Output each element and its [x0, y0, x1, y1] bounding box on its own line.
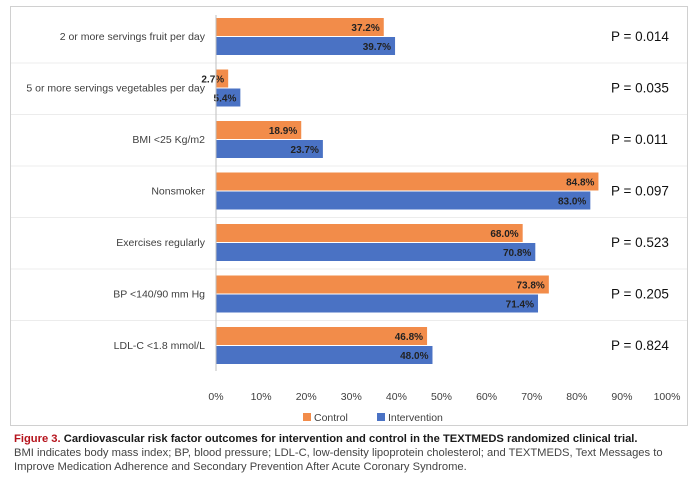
bar-data-label: 73.8% — [516, 281, 544, 292]
figure-caption: Figure 3. Cardiovascular risk factor out… — [14, 432, 690, 474]
x-tick-label: 70% — [521, 391, 542, 403]
legend-label-intervention: Intervention — [388, 412, 443, 424]
bar-data-label: 70.8% — [503, 248, 531, 259]
category-label: 5 or more servings vegetables per day — [26, 83, 205, 95]
p-value-label: P = 0.035 — [611, 81, 669, 96]
category-label: Exercises regularly — [116, 237, 205, 249]
bar-control — [216, 275, 549, 294]
bar-control — [216, 121, 302, 139]
x-tick-label: 10% — [251, 391, 272, 403]
bar-control — [216, 18, 384, 36]
bar-data-label: 83.0% — [558, 197, 586, 208]
caption-label: Figure 3. — [14, 433, 61, 445]
p-value-label: P = 0.014 — [611, 29, 669, 44]
category-label: LDL-C <1.8 mmol/L — [114, 340, 205, 352]
bar-data-label: 5.4% — [214, 94, 237, 105]
chart-frame: 2 or more servings fruit per day 37.2% 39.… — [10, 6, 688, 426]
p-value-label: P = 0.523 — [611, 235, 669, 250]
x-tick-label: 30% — [341, 391, 362, 403]
bar-control — [216, 172, 599, 191]
caption-notes: BMI indicates body mass index; BP, blood… — [14, 447, 663, 473]
legend-label-control: Control — [314, 412, 348, 424]
legend-swatch-control — [303, 413, 311, 421]
bar-data-label: 71.4% — [506, 300, 534, 311]
caption-title: Cardiovascular risk factor outcomes for … — [63, 433, 638, 445]
x-tick-label: 20% — [296, 391, 317, 403]
legend-swatch-intervention — [377, 413, 385, 421]
x-tick-label: 50% — [431, 391, 452, 403]
bar-intervention — [216, 140, 323, 158]
p-value-label: P = 0.011 — [611, 132, 668, 147]
x-tick-label: 90% — [611, 391, 632, 403]
bar-data-label: 39.7% — [363, 42, 391, 53]
x-tick-label: 80% — [566, 391, 587, 403]
category-label: BP <140/90 mm Hg — [113, 289, 205, 301]
bar-control — [216, 224, 523, 242]
bar-intervention — [216, 88, 241, 107]
p-value-label: P = 0.097 — [611, 184, 669, 199]
category-label: Nonsmoker — [151, 186, 205, 198]
bar-data-label: 23.7% — [291, 145, 319, 156]
bar-intervention — [216, 346, 433, 364]
category-label: BMI <25 Kg/m2 — [132, 134, 205, 146]
x-tick-label: 0% — [208, 391, 223, 403]
bar-data-label: 46.8% — [395, 332, 423, 343]
x-tick-label: 100% — [654, 391, 681, 403]
p-value-label: P = 0.205 — [611, 287, 669, 302]
bar-intervention — [216, 191, 591, 210]
bar-intervention — [216, 243, 536, 261]
bar-data-label: 68.0% — [490, 229, 518, 240]
bar-data-label: 84.8% — [566, 178, 594, 189]
bar-control — [216, 69, 229, 88]
bar-data-label: 18.9% — [269, 126, 297, 137]
bar-intervention — [216, 37, 396, 55]
x-tick-label: 60% — [476, 391, 497, 403]
bar-data-label: 37.2% — [351, 23, 379, 34]
bar-intervention — [216, 294, 539, 313]
x-tick-label: 40% — [386, 391, 407, 403]
p-value-label: P = 0.824 — [611, 338, 669, 353]
category-label: 2 or more servings fruit per day — [60, 31, 206, 43]
bar-control — [216, 327, 428, 345]
bar-chart: 2 or more servings fruit per day 37.2% 39.… — [11, 15, 687, 424]
bar-data-label: 2.7% — [201, 75, 224, 86]
bar-data-label: 48.0% — [400, 351, 428, 362]
